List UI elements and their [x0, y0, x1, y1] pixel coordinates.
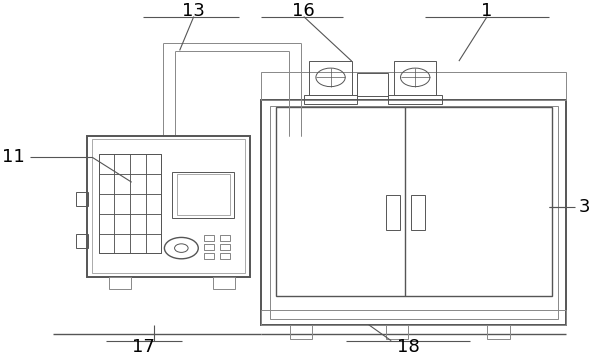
Bar [76, 234, 88, 248]
Bar [204, 253, 214, 259]
Bar [146, 234, 161, 253]
Text: 3: 3 [579, 198, 591, 216]
Bar [130, 234, 146, 253]
Bar [388, 95, 442, 104]
Bar [99, 234, 114, 253]
Bar [130, 174, 146, 193]
Text: 16: 16 [292, 2, 315, 20]
Bar [487, 325, 510, 339]
Bar [114, 154, 130, 174]
Bar [76, 192, 88, 206]
Bar [146, 193, 161, 214]
Bar [114, 234, 130, 253]
Bar [99, 154, 161, 253]
Bar [262, 72, 566, 100]
Bar [99, 193, 114, 214]
Bar [304, 95, 358, 104]
Bar [99, 214, 114, 234]
Text: 11: 11 [2, 148, 24, 166]
Bar [262, 100, 566, 325]
Bar [99, 154, 114, 174]
Bar [130, 193, 146, 214]
Bar [358, 73, 388, 96]
Bar [92, 139, 244, 273]
Text: 1: 1 [481, 2, 493, 20]
Bar [394, 61, 436, 95]
Bar [214, 277, 235, 289]
Bar [146, 214, 161, 234]
Bar [146, 174, 161, 193]
Bar [310, 61, 352, 95]
Bar [289, 325, 312, 339]
Bar [109, 277, 131, 289]
Bar [172, 171, 234, 218]
Bar [275, 108, 552, 296]
Bar [204, 244, 214, 250]
Bar [130, 214, 146, 234]
Bar [220, 244, 230, 250]
Bar [130, 154, 146, 174]
Text: 17: 17 [131, 338, 155, 356]
Bar [270, 106, 558, 319]
Bar [114, 214, 130, 234]
Bar [262, 310, 566, 325]
Bar [204, 235, 214, 241]
Bar [386, 195, 400, 230]
Bar [146, 154, 161, 174]
Bar [114, 174, 130, 193]
Text: 18: 18 [397, 338, 420, 356]
Bar [177, 174, 230, 215]
Bar [86, 136, 250, 277]
Text: 13: 13 [182, 2, 205, 20]
Bar [411, 195, 425, 230]
Bar [114, 193, 130, 214]
Bar [99, 174, 114, 193]
Bar [220, 235, 230, 241]
Bar [385, 325, 408, 339]
Bar [220, 253, 230, 259]
